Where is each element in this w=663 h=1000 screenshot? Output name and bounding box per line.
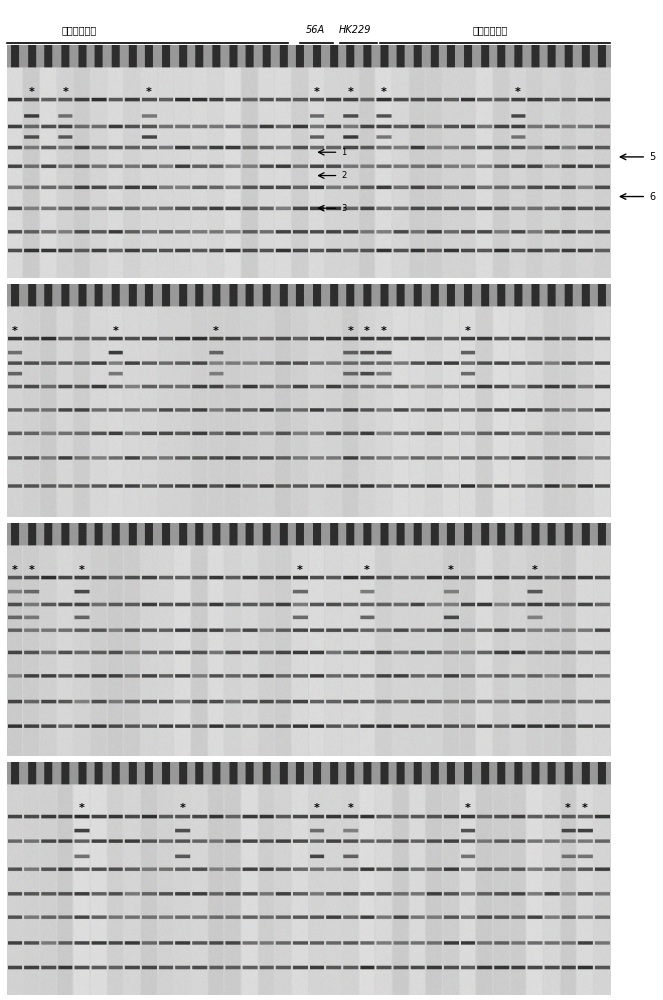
Text: *: * [381, 326, 387, 336]
Text: *: * [347, 326, 353, 336]
Text: *: * [12, 326, 18, 336]
Text: *: * [347, 87, 353, 97]
Text: 6: 6 [649, 192, 655, 202]
Text: *: * [29, 87, 34, 97]
Text: 待鉴定杂交种: 待鉴定杂交种 [62, 25, 97, 35]
Text: *: * [297, 565, 303, 575]
Text: *: * [314, 803, 320, 813]
Text: *: * [515, 87, 520, 97]
Text: *: * [79, 803, 85, 813]
Text: *: * [213, 326, 219, 336]
Text: *: * [582, 803, 588, 813]
Text: *: * [381, 87, 387, 97]
Text: *: * [62, 87, 68, 97]
Text: 3: 3 [341, 204, 347, 213]
Text: *: * [314, 87, 320, 97]
Text: *: * [12, 565, 18, 575]
Text: *: * [465, 326, 471, 336]
Text: *: * [565, 803, 571, 813]
Text: 5: 5 [649, 152, 656, 162]
Text: 1: 1 [341, 148, 347, 157]
Text: *: * [113, 326, 119, 336]
Text: *: * [364, 565, 370, 575]
Text: *: * [364, 326, 370, 336]
Text: *: * [180, 803, 186, 813]
Text: *: * [532, 565, 538, 575]
Text: *: * [79, 565, 85, 575]
Text: 56A: 56A [306, 25, 324, 35]
Text: *: * [146, 87, 152, 97]
Text: *: * [465, 803, 471, 813]
Text: *: * [29, 565, 34, 575]
Text: *: * [347, 803, 353, 813]
Text: HK229: HK229 [338, 25, 371, 35]
Text: *: * [448, 565, 453, 575]
Text: 待鉴定杂交种: 待鉴定杂交种 [473, 25, 509, 35]
Text: 2: 2 [341, 171, 347, 180]
